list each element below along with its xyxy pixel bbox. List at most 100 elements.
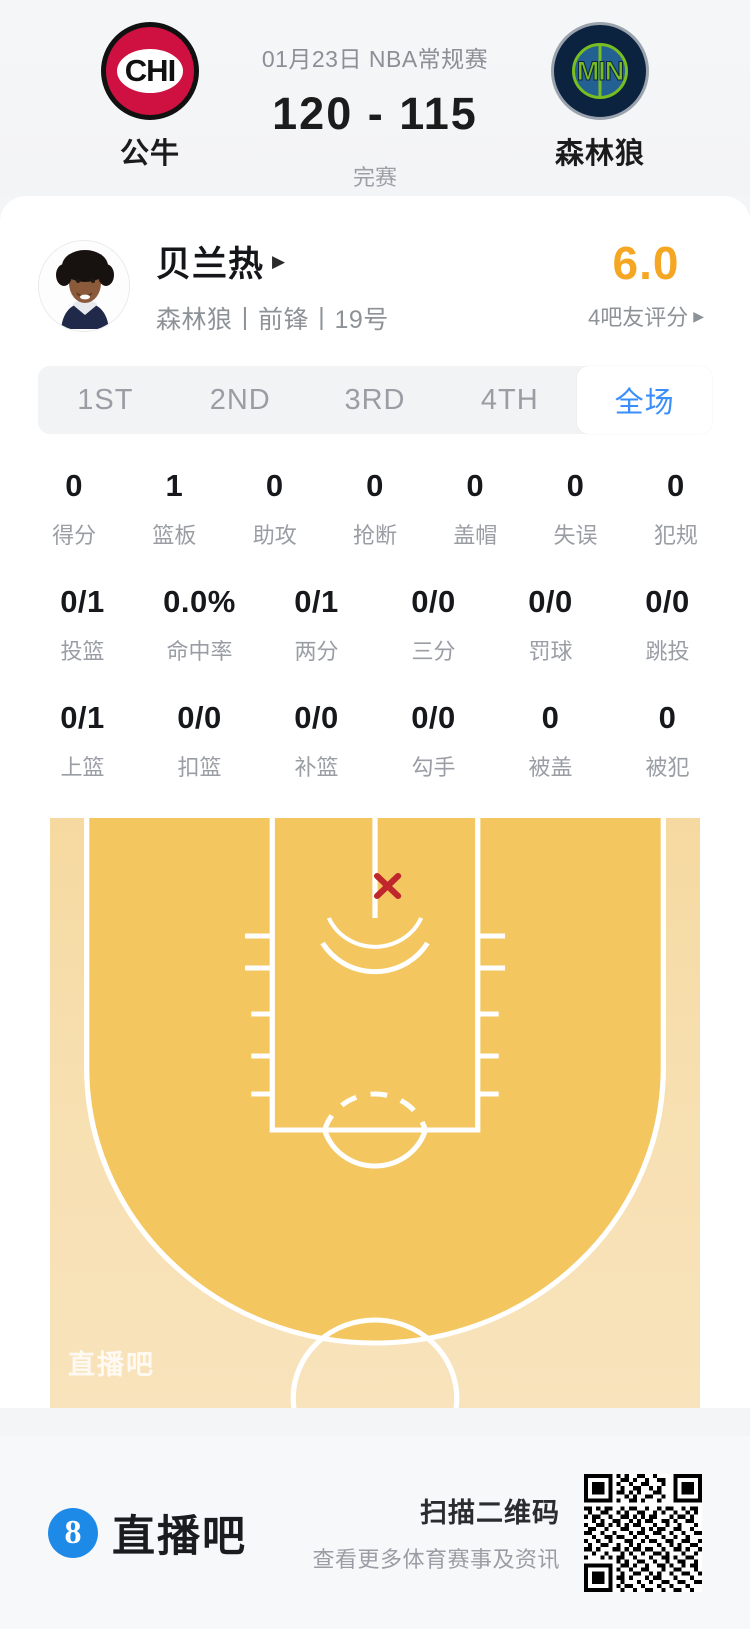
stat-value: 0 — [666, 468, 685, 503]
stat-label: 助攻 — [252, 523, 297, 548]
match-date-label: 01月23日 NBA常规赛 — [261, 46, 489, 72]
tab-full-game[interactable]: 全场 — [577, 366, 712, 434]
shot-chart-court[interactable]: 直播吧 — [50, 818, 700, 1408]
shot-marker-miss — [373, 873, 402, 899]
away-team-abbr: MIN — [576, 55, 624, 86]
stat-fouls: 0 犯规 — [626, 468, 726, 550]
tab-3rd[interactable]: 3RD — [344, 383, 406, 416]
stat-label: 命中率 — [166, 639, 233, 664]
stat-label: 篮板 — [152, 523, 197, 548]
stat-label: 被盖 — [528, 755, 573, 780]
stat-label: 扣篮 — [177, 755, 222, 780]
stat-label: 得分 — [52, 523, 97, 548]
home-team[interactable]: CHI 公牛 — [60, 22, 240, 172]
qr-title: 扫描二维码 — [420, 1498, 560, 1528]
stat-label: 失误 — [553, 523, 598, 548]
stat-value: 0 — [541, 700, 560, 735]
stat-shots-blocked: 0 被盖 — [492, 700, 609, 782]
stat-value: 0/0 — [645, 584, 690, 619]
stat-label: 犯规 — [653, 523, 698, 548]
qr-code-image[interactable] — [584, 1473, 702, 1592]
minnesota-timberwolves-logo-icon: MIN — [551, 22, 649, 120]
stats-row-1: 0 得分 1 篮板 0 助攻 0 抢断 0 盖帽 — [24, 468, 726, 550]
qr-subtitle: 查看更多体育赛事及资讯 — [312, 1547, 560, 1572]
tab-1st[interactable]: 1ST — [77, 383, 134, 416]
stat-field-goals: 0/1 投篮 — [24, 584, 141, 666]
stat-turnovers: 0 失误 — [525, 468, 625, 550]
brand-name: 直播吧 — [112, 1512, 247, 1561]
stat-jump-shots: 0/0 跳投 — [609, 584, 726, 666]
stat-free-throws: 0/0 罚球 — [492, 584, 609, 666]
stat-label: 勾手 — [411, 755, 456, 780]
stats-row-3: 0/1 上篮 0/0 扣篮 0/0 补篮 0/0 勾手 0 被盖 — [24, 700, 726, 782]
stat-tip-ins: 0/0 补篮 — [258, 700, 375, 782]
period-tabs[interactable]: 1ST 2ND 3RD 4TH 全场 — [38, 366, 712, 434]
player-info: 贝兰热 ▶ 森林狼丨前锋丨19号 — [156, 236, 588, 336]
stat-value: 0 — [566, 468, 585, 503]
match-status: 完赛 — [352, 165, 397, 190]
stats-grid: 0 得分 1 篮板 0 助攻 0 抢断 0 盖帽 — [0, 468, 750, 782]
player-meta: 森林狼丨前锋丨19号 — [156, 306, 389, 334]
stat-label: 上篮 — [60, 755, 105, 780]
stat-value: 0/0 — [411, 584, 456, 619]
stat-value: 0 — [366, 468, 384, 503]
stat-label: 抢断 — [352, 523, 397, 548]
stat-fg-percent: 0.0% 命中率 — [141, 584, 258, 666]
stat-label: 三分 — [411, 639, 456, 664]
stat-blocks: 0 盖帽 — [425, 468, 525, 550]
stat-label: 被犯 — [645, 755, 690, 780]
stat-points: 0 得分 — [24, 468, 124, 550]
brand-logo: 8 直播吧 — [48, 1502, 247, 1564]
stat-layups: 0/1 上篮 — [24, 700, 141, 782]
stat-label: 跳投 — [645, 639, 690, 664]
rating-label-row[interactable]: 4吧友评分 ▶ — [588, 300, 704, 332]
qr-caption: 扫描二维码 查看更多体育赛事及资讯 — [312, 1491, 560, 1574]
player-detail-arrow-icon[interactable]: ▶ — [272, 252, 286, 271]
stat-steals: 0 抢断 — [325, 468, 425, 550]
footer-bar: 8 直播吧 扫描二维码 查看更多体育赛事及资讯 — [0, 1436, 750, 1629]
stat-value: 0/1 — [60, 584, 105, 619]
stat-value: 0/0 — [177, 700, 222, 735]
stat-label: 罚球 — [528, 639, 573, 664]
stat-label: 两分 — [294, 639, 339, 664]
stat-assists: 0 助攻 — [225, 468, 325, 550]
stat-value: 0/0 — [294, 700, 339, 735]
stat-value: 0/1 — [60, 700, 105, 735]
stat-value: 1 — [165, 468, 184, 503]
stat-three-pointers: 0/0 三分 — [375, 584, 492, 666]
stat-rebounds: 1 篮板 — [124, 468, 224, 550]
stat-value: 0/1 — [294, 584, 339, 619]
chicago-bulls-logo-icon: CHI — [101, 22, 199, 120]
stat-value: 0 — [265, 468, 284, 503]
stat-dunks: 0/0 扣篮 — [141, 700, 258, 782]
stat-value: 0.0% — [163, 584, 236, 619]
score-line: 120 - 115 — [272, 88, 478, 139]
player-stats-card: 贝兰热 ▶ 森林狼丨前锋丨19号 6.0 4吧友评分 ▶ 1ST 2ND 3RD… — [0, 196, 750, 1408]
court-watermark: 直播吧 — [68, 1350, 155, 1380]
stats-row-2: 0/1 投篮 0.0% 命中率 0/1 两分 0/0 三分 0/0 罚球 — [24, 584, 726, 666]
home-team-abbr: CHI — [124, 53, 176, 88]
player-name[interactable]: 贝兰热 — [156, 245, 265, 284]
stat-two-pointers: 0/1 两分 — [258, 584, 375, 666]
stat-value: 0/0 — [528, 584, 573, 619]
match-header: CHI 公牛 01月23日 NBA常规赛 120 - 115 完赛 MIN 森林… — [0, 0, 750, 196]
stat-value: 0/0 — [411, 700, 456, 735]
stat-hook-shots: 0/0 勾手 — [375, 700, 492, 782]
stat-label: 投篮 — [60, 639, 105, 664]
away-team[interactable]: MIN 森林狼 — [510, 22, 690, 172]
player-row[interactable]: 贝兰热 ▶ 森林狼丨前锋丨19号 6.0 4吧友评分 ▶ — [0, 222, 750, 334]
rating-arrow-icon[interactable]: ▶ — [693, 307, 704, 324]
brand-badge-icon: 8 — [48, 1507, 98, 1558]
away-team-name: 森林狼 — [554, 138, 645, 170]
home-team-name: 公牛 — [119, 138, 180, 170]
rating-label: 4吧友评分 — [587, 305, 689, 330]
stat-value: 0 — [658, 700, 677, 735]
stat-value: 0 — [466, 468, 485, 503]
tab-2nd[interactable]: 2ND — [209, 383, 271, 416]
tab-4th[interactable]: 4TH — [480, 383, 539, 416]
rating-value: 6.0 — [612, 237, 680, 289]
player-rating[interactable]: 6.0 4吧友评分 ▶ — [588, 240, 704, 332]
stat-fouls-drawn: 0 被犯 — [609, 700, 726, 782]
score-block: 01月23日 NBA常规赛 120 - 115 完赛 — [240, 22, 510, 192]
